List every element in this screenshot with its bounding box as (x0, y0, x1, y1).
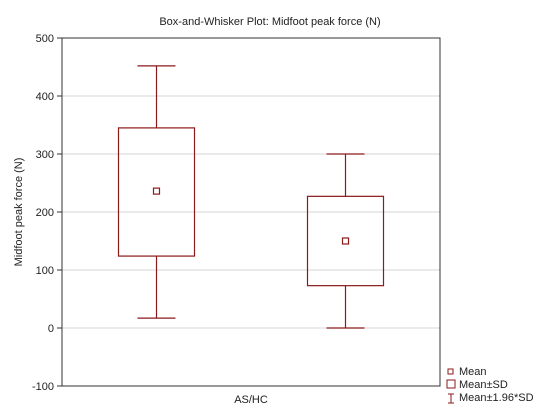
grid-lines (62, 95, 440, 329)
box-series (117, 65, 385, 329)
legend-sd-label: Mean±SD (459, 379, 508, 391)
y-tick-label: 300 (36, 149, 54, 161)
y-tick-label: 200 (36, 207, 54, 219)
legend-mean-icon (447, 368, 454, 375)
legend-mean-label: Mean (459, 366, 487, 378)
sd-box (117, 127, 196, 257)
sd-box (306, 195, 385, 287)
y-tick-label: -100 (32, 381, 54, 393)
x-axis-label: AS/HC (234, 394, 268, 406)
legend-ci-label: Mean±1.96*SD (459, 392, 534, 404)
mean-marker (341, 237, 350, 245)
box-group (117, 65, 196, 319)
chart-title: Box-and-Whisker Plot: Midfoot peak force… (159, 16, 380, 28)
legend: Mean Mean±SD Mean±1.96*SD (446, 366, 534, 404)
y-axis-label: Midfoot peak force (N) (13, 158, 25, 267)
legend-sd-icon (446, 379, 456, 389)
y-tick-label: 400 (36, 91, 54, 103)
y-axis: -100 0 100 200 300 400 500 (32, 33, 62, 393)
mean-marker (152, 187, 161, 195)
y-tick-label: 100 (36, 265, 54, 277)
y-tick-label: 0 (48, 323, 54, 335)
box-group (306, 153, 385, 329)
y-tick-label: 500 (36, 33, 54, 45)
legend-ci-icon (448, 393, 454, 404)
